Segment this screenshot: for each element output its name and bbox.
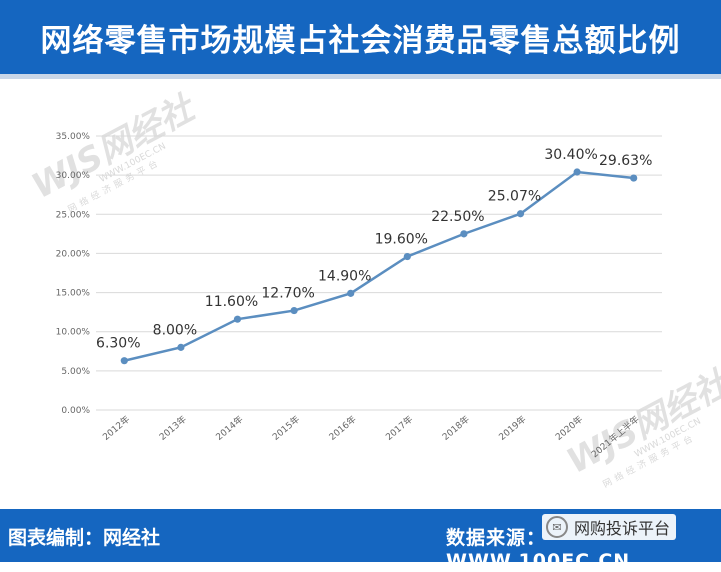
data-point [630, 174, 638, 182]
data-point [290, 306, 298, 315]
header-divider [0, 74, 721, 79]
y-tick-label: 0.00% [61, 406, 90, 416]
data-label: 30.40% [544, 147, 597, 163]
data-label: 14.90% [318, 268, 371, 284]
y-tick-label: 10.00% [56, 328, 91, 338]
data-point [120, 357, 128, 365]
data-point [177, 343, 185, 351]
data-point [460, 230, 468, 238]
y-axis-ticks: 0.00% 5.00% 10.00% 15.00% 20.00% 25.00% 30.00%… [56, 132, 91, 416]
x-tick-label: 2018年 [440, 413, 472, 443]
chat-icon: ✉ [546, 516, 568, 538]
x-tick-label: 2012年 [100, 413, 132, 443]
data-label: 12.70% [261, 286, 314, 302]
page-title: 网络零售市场规模占社会消费品零售总额比例 [40, 22, 681, 59]
data-point [347, 289, 355, 297]
y-tick-label: 20.00% [56, 249, 91, 259]
x-tick-label: 2017年 [383, 413, 415, 443]
data-point [233, 315, 242, 323]
data-label: 8.00% [153, 322, 197, 338]
chart-area: WJS网经社 WWW.100EC.CN 网络经济服务平台 WJS网经社 WWW.100E… [0, 79, 721, 509]
x-tick-label: 2014年 [213, 413, 245, 443]
x-tick-label: 2019年 [496, 413, 528, 443]
data-label: 6.30% [96, 336, 140, 352]
y-tick-label: 15.00% [56, 289, 91, 299]
series-line [124, 170, 634, 362]
y-tick-label: 35.00% [56, 132, 91, 142]
x-tick-label: 2015年 [270, 413, 302, 443]
data-label: 25.07% [488, 189, 541, 205]
y-tick-label: 30.00% [56, 171, 91, 181]
header-bar: 网络零售市场规模占社会消费品零售总额比例 [0, 0, 721, 74]
data-points [120, 168, 638, 365]
x-tick-label: 2016年 [326, 413, 358, 443]
y-tick-label: 5.00% [61, 367, 90, 377]
data-point [403, 252, 411, 261]
x-tick-label: 2013年 [157, 413, 189, 443]
data-point [516, 210, 525, 218]
data-label: 19.60% [375, 232, 428, 248]
data-labels: 6.30% 8.00% 11.60%12.70%14.90% 19.60%22.50%… [96, 147, 652, 352]
data-label: 22.50% [431, 209, 484, 225]
x-axis-ticks: 2012年 2013年 2014年 2015年 2016年 2017年 2018年 2019年… [100, 413, 642, 460]
chart-grid [96, 135, 662, 411]
chart-credit: 图表编制：网经社 [8, 527, 161, 549]
y-tick-label: 25.00% [56, 210, 91, 220]
data-label: 29.63% [599, 153, 652, 169]
data-label: 11.60% [205, 294, 258, 310]
data-point [573, 168, 581, 176]
overlay-badge: ✉ 网购投诉平台 [542, 514, 677, 540]
overlay-badge-text: 网购投诉平台 [574, 519, 671, 538]
